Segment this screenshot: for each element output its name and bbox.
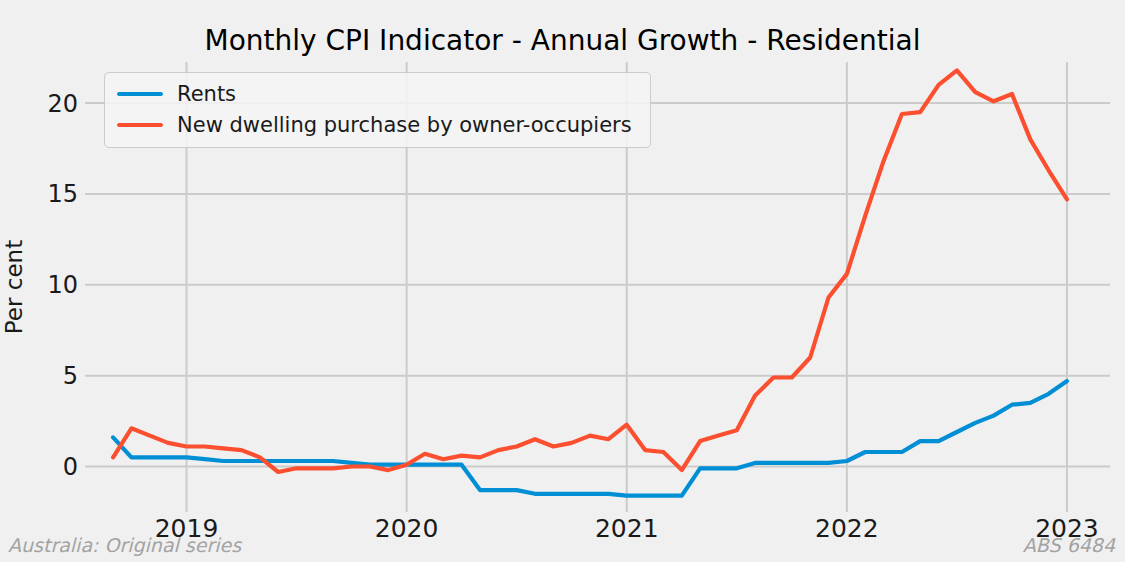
y-tick-label-0: 0: [63, 453, 78, 481]
x-tick-label-2021: 2021: [595, 514, 659, 543]
x-tick-label-2020: 2020: [375, 514, 439, 543]
legend-label-new-dwellings: New dwelling purchase by owner-occupiers: [177, 113, 632, 137]
x-tick-label-2022: 2022: [815, 514, 879, 543]
y-tick-label-5: 5: [63, 362, 78, 390]
legend: Rents New dwelling purchase by owner-occ…: [104, 72, 651, 148]
rents-line-swatch: [117, 92, 163, 97]
y-tick-label-15: 15: [47, 180, 78, 208]
abs-catalogue-number: ABS 6484: [1023, 534, 1115, 556]
y-tick-label-20: 20: [47, 90, 78, 118]
legend-item-rents: Rents: [117, 82, 632, 106]
legend-item-new-dwellings: New dwelling purchase by owner-occupiers: [117, 113, 632, 137]
y-axis-label: Per cent: [1, 177, 27, 397]
source-note: Australia: Original series: [8, 534, 241, 556]
chart-title: Monthly CPI Indicator - Annual Growth - …: [0, 24, 1125, 57]
y-tick-label-10: 10: [47, 271, 78, 299]
legend-label-rents: Rents: [177, 82, 236, 106]
new-dwellings-line-swatch: [117, 123, 163, 128]
chart-page: { "title": "Monthly CPI Indicator - Annu…: [0, 0, 1125, 562]
